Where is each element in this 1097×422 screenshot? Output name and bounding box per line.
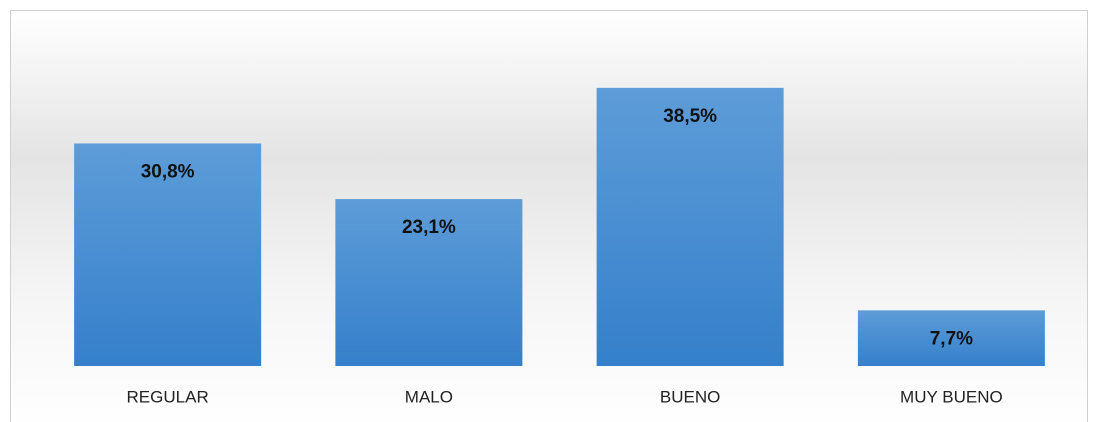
data-label: 30,8%	[141, 161, 195, 182]
bar	[857, 310, 1045, 366]
data-label: 23,1%	[402, 217, 456, 238]
data-label: 38,5%	[663, 106, 717, 127]
bar	[596, 87, 784, 367]
x-tick-label: MALO	[405, 387, 453, 406]
x-tick-label: BUENO	[660, 387, 720, 406]
bar	[74, 143, 262, 366]
data-label: 7,7%	[930, 328, 973, 349]
x-tick-label: MUY BUENO	[900, 387, 1003, 406]
bar	[335, 199, 523, 366]
x-tick-label: REGULAR	[127, 387, 209, 406]
